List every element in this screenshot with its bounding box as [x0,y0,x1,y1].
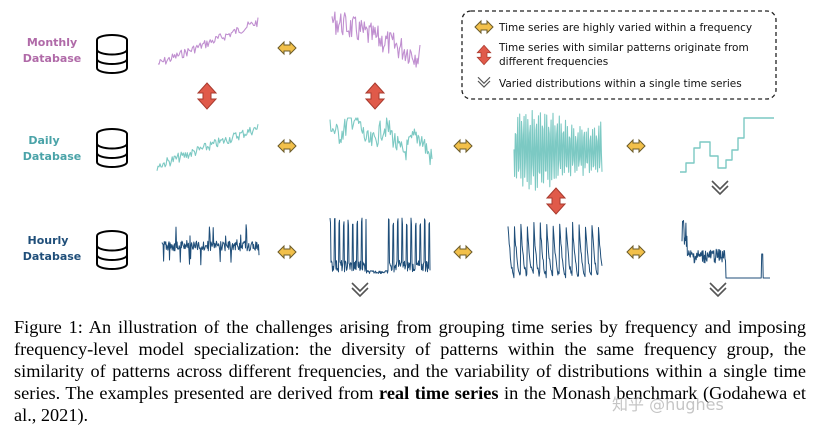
monthly-double-arrow-icon [277,41,297,55]
hourly-label-line2: Database [23,250,82,263]
monthly-label-line2: Database [23,52,82,65]
daily-label-line2: Database [23,150,82,163]
hourly-database-icon [96,230,128,270]
double-chevron-down-icon-1 [711,180,729,195]
daily-label-line1: Daily [28,134,59,147]
legend-item-3: Varied distributions within a single tim… [499,78,742,90]
legend-item-2-line1: Time series with similar patterns origin… [498,42,749,54]
legend-box [461,10,777,100]
legend-item-2-line2: different frequencies [499,56,608,68]
hourly-double-arrow-icon-1 [277,245,297,259]
daily-database-icon [96,128,128,168]
hourly-series-3 [507,221,603,279]
hourly-double-arrow-icon-3 [626,245,646,259]
daily-double-arrow-icon-2 [453,139,473,153]
monthly-database-icon [96,34,128,74]
figure-diagram: Monthly Database Daily Database Hourly D… [23,10,777,297]
hourly-label-line1: Hourly [28,234,69,247]
double-chevron-down-icon-2 [351,282,369,297]
daily-series-3 [513,109,603,191]
vertical-arrow-icon-1 [197,82,217,110]
monthly-series-1 [157,17,259,65]
hourly-series-2 [329,217,431,274]
daily-double-arrow-icon-3 [626,139,646,153]
hourly-series-1 [161,224,260,266]
daily-series-4 [680,117,774,173]
figure-caption: Figure 1: An illustration of the challen… [14,316,806,426]
vertical-arrow-icon-2 [365,82,385,110]
monthly-series-2 [331,11,421,68]
daily-double-arrow-icon-1 [277,139,297,153]
double-chevron-down-icon-3 [709,282,727,297]
hourly-double-arrow-icon-2 [453,245,473,259]
caption-text-2: in the Monash benchmark (Godahewa et al.… [14,383,806,425]
hourly-series-4 [681,220,770,279]
caption-text-1: Figure 1: An illustration of the challen… [14,317,806,403]
caption-bold: real time series [379,383,499,403]
daily-series-1 [156,124,259,171]
daily-series-2 [329,117,433,166]
legend-item-1: Time series are highly varied within a f… [498,22,752,34]
vertical-arrow-icon-3 [546,187,566,215]
monthly-label-line1: Monthly [27,36,77,49]
